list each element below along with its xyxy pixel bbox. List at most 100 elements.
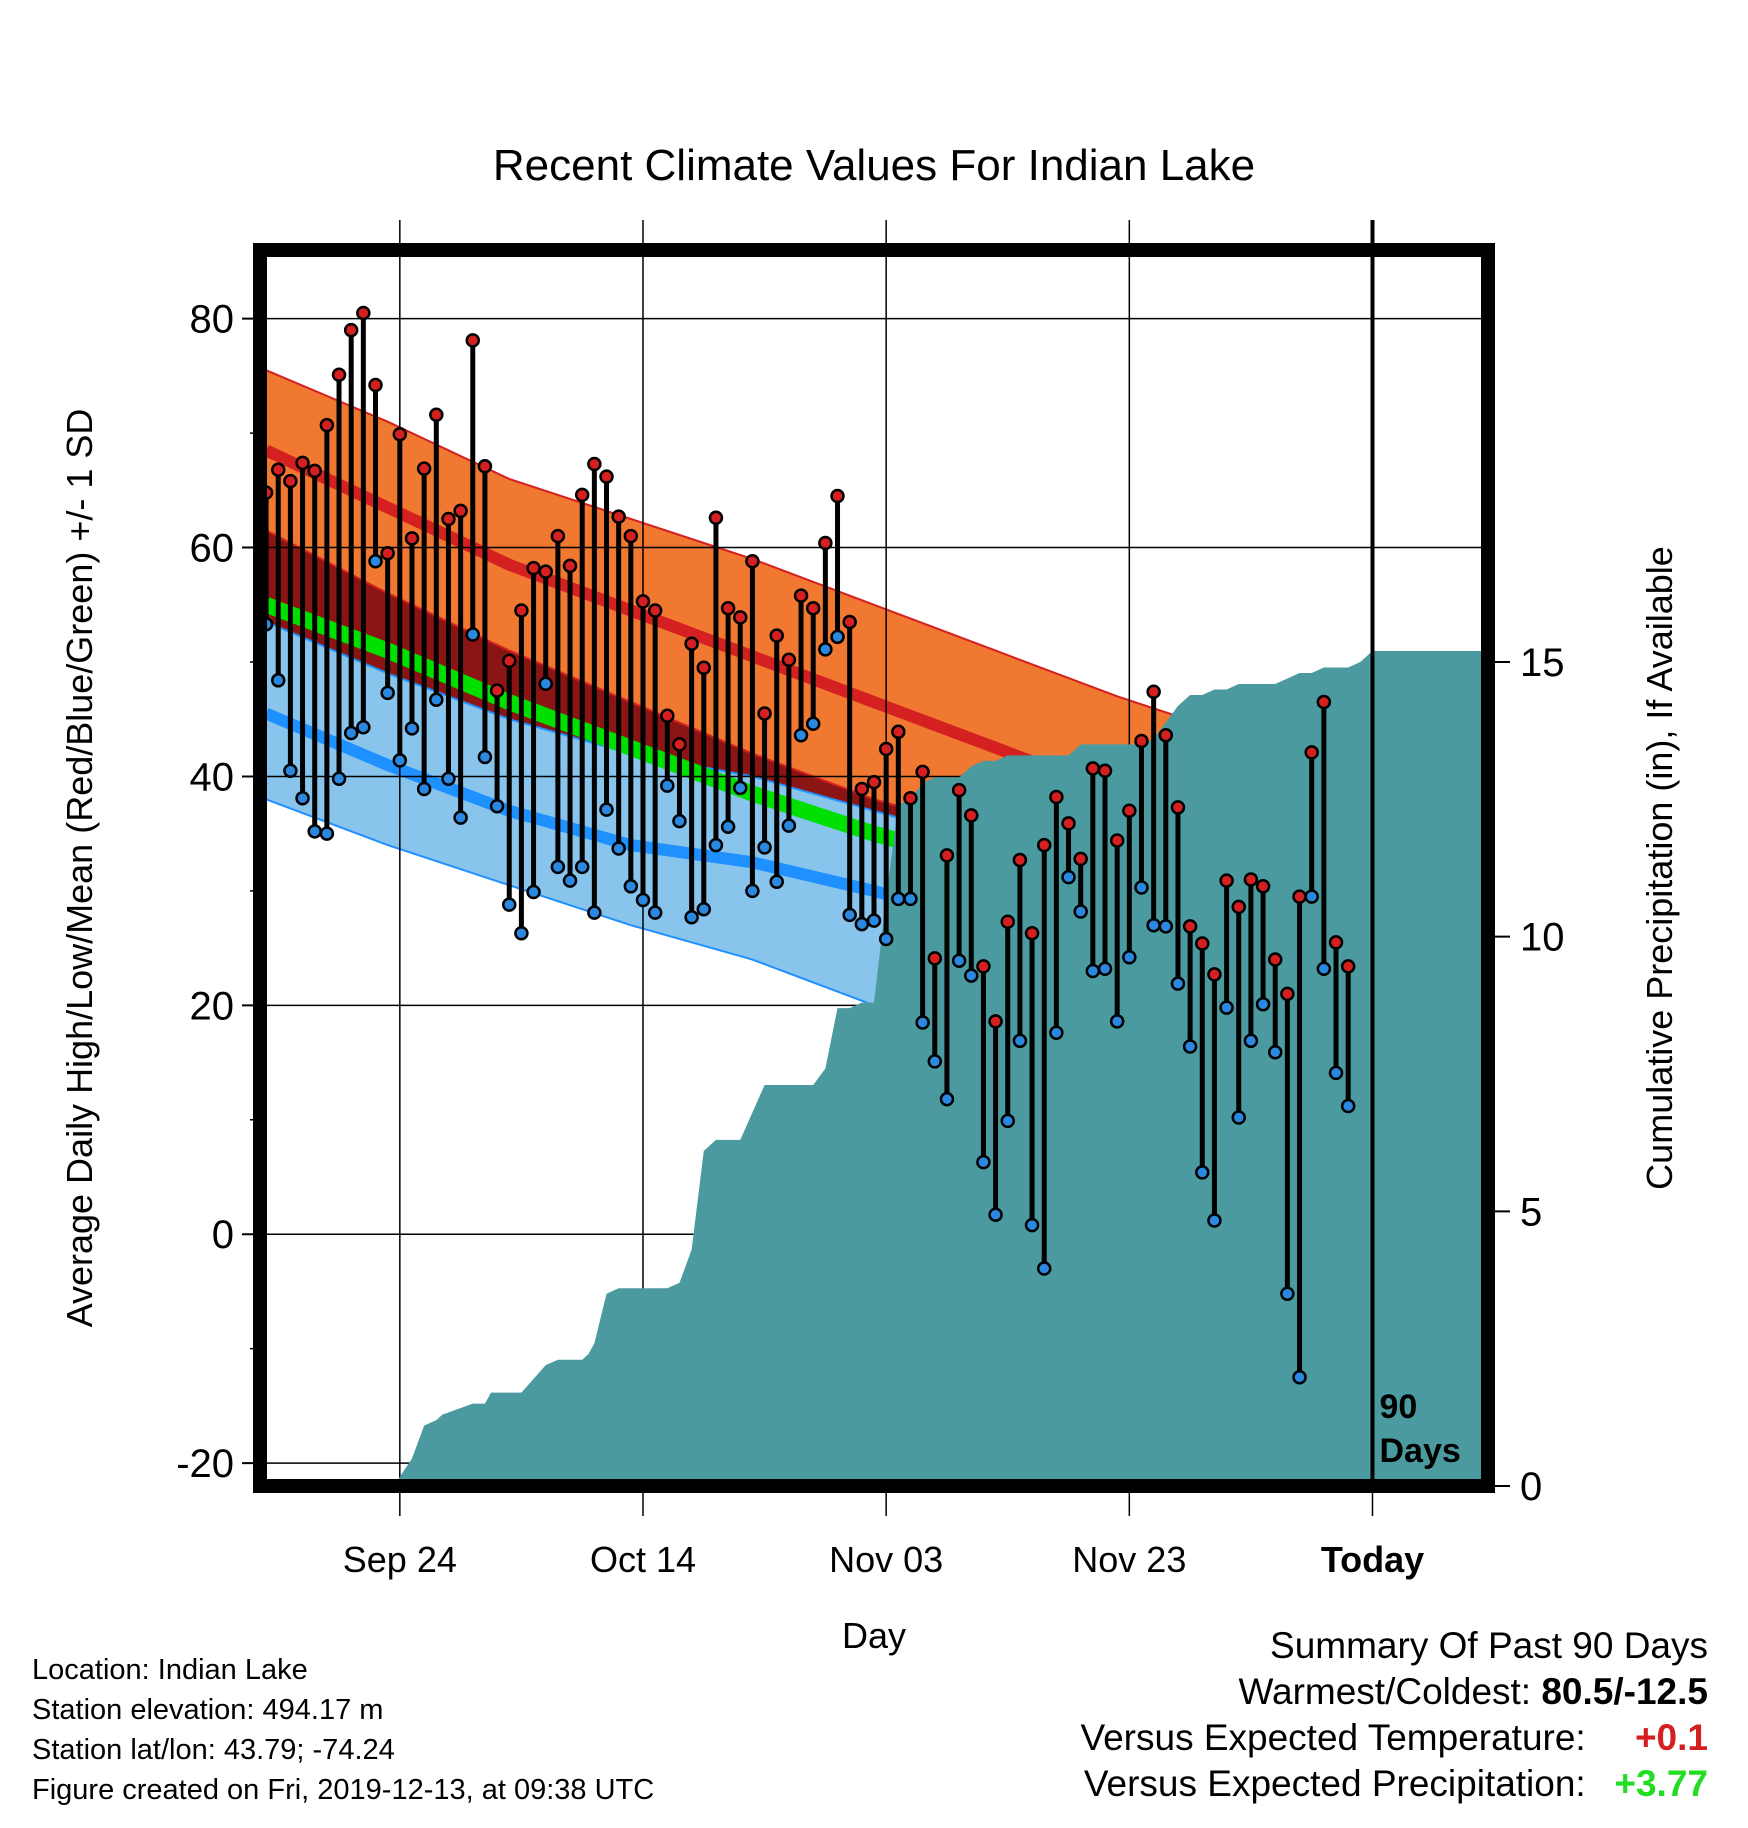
- high-point: [1158, 727, 1174, 743]
- high-point: [708, 510, 724, 526]
- latlon-text: Station lat/lon: 43.79; -74.24: [32, 1734, 395, 1766]
- high-point: [781, 652, 797, 667]
- low-point: [404, 721, 420, 736]
- low-point: [1340, 1098, 1356, 1114]
- low-point: [672, 813, 687, 829]
- precip-value: +3.77: [1614, 1763, 1708, 1804]
- created-text: Figure created on Fri, 2019-12-13, at 09…: [32, 1774, 655, 1806]
- low-point: [745, 883, 760, 899]
- high-point: [1231, 899, 1247, 915]
- low-point: [647, 905, 663, 920]
- high-point: [891, 724, 906, 740]
- high-point: [842, 614, 857, 630]
- low-point: [976, 1154, 991, 1170]
- y2-tick-label: 10: [1520, 916, 1565, 960]
- high-point: [1328, 935, 1344, 950]
- high-point: [453, 503, 468, 519]
- today-label-count: 90: [1379, 1388, 1417, 1426]
- daily-points: [258, 305, 1356, 1385]
- high-point: [1267, 952, 1283, 967]
- precip-label: Versus Expected Precipitation:: [1083, 1763, 1586, 1804]
- high-point: [526, 560, 541, 576]
- high-point: [647, 603, 663, 618]
- high-point: [1170, 800, 1186, 815]
- temp-value: +0.1: [1634, 1717, 1708, 1758]
- low-point: [1316, 961, 1332, 976]
- high-point: [623, 528, 639, 544]
- high-point: [1073, 851, 1088, 867]
- high-point: [489, 683, 505, 698]
- low-point: [587, 905, 602, 920]
- high-point: [1340, 959, 1356, 974]
- low-point: [830, 629, 845, 645]
- low-point: [562, 873, 578, 888]
- elevation-text: Station elevation: 494.17 m: [32, 1694, 384, 1726]
- high-point: [1000, 914, 1015, 930]
- y2-tick-label: 15: [1520, 641, 1565, 685]
- high-point: [501, 653, 517, 669]
- y2-tick-label: 5: [1520, 1190, 1542, 1234]
- high-point: [465, 333, 481, 348]
- low-point: [1134, 880, 1149, 895]
- high-point: [587, 456, 602, 472]
- low-point: [1000, 1113, 1015, 1129]
- low-point: [708, 837, 724, 853]
- precip-fill: [278, 651, 1482, 1486]
- y-tick-label: 80: [190, 298, 235, 342]
- low-point: [307, 824, 322, 839]
- x-axis-label: Day: [842, 1615, 906, 1656]
- high-point: [915, 764, 930, 780]
- low-point: [793, 727, 809, 743]
- high-point: [745, 554, 760, 569]
- x-tick-label: Nov 03: [829, 1539, 943, 1580]
- low-point: [1109, 1014, 1125, 1029]
- low-point: [866, 913, 882, 928]
- high-point: [270, 462, 286, 477]
- summary-heading: Summary Of Past 90 Days: [1270, 1625, 1708, 1666]
- low-point: [1073, 904, 1088, 919]
- high-point: [441, 511, 456, 527]
- low-point: [757, 840, 772, 855]
- high-point: [599, 469, 614, 484]
- high-point: [1122, 803, 1137, 819]
- high-point: [1024, 925, 1040, 941]
- high-point: [1085, 761, 1101, 776]
- x-tick-label: Today: [1321, 1539, 1424, 1580]
- low-point: [878, 931, 894, 947]
- high-point: [283, 473, 298, 489]
- warmest-value: 80.5/-12.5: [1541, 1671, 1708, 1712]
- high-point: [733, 610, 748, 625]
- low-point: [1122, 950, 1137, 965]
- low-point: [1024, 1217, 1040, 1233]
- axes: -20 0 20 40 60 80 0 5 10 15 Sep 24 Oct 14 Nov 03 Nov …: [176, 220, 1565, 1580]
- summary-panel: Summary Of Past 90 Days Warmest/Coldest:…: [1080, 1623, 1708, 1807]
- low-point: [477, 749, 493, 765]
- high-point: [818, 535, 833, 551]
- high-point: [416, 461, 432, 476]
- high-point: [1146, 684, 1161, 700]
- high-point: [696, 660, 712, 675]
- high-point: [611, 509, 626, 524]
- high-point: [757, 706, 772, 721]
- low-point: [429, 692, 444, 708]
- low-point: [538, 676, 553, 691]
- high-point: [939, 848, 955, 863]
- high-point: [927, 951, 943, 966]
- high-point: [635, 594, 651, 609]
- high-point: [866, 774, 882, 790]
- high-point: [343, 322, 359, 338]
- today-marker: 90 Days: [1370, 220, 1461, 1486]
- low-point: [574, 859, 590, 875]
- high-point: [331, 367, 347, 382]
- high-point: [429, 407, 444, 423]
- high-point: [1036, 837, 1052, 853]
- low-point: [1049, 1025, 1064, 1041]
- high-point: [514, 603, 529, 618]
- low-point: [769, 874, 784, 889]
- high-point: [988, 1014, 1003, 1029]
- low-point: [1255, 996, 1271, 1012]
- low-point: [891, 891, 906, 907]
- high-point: [903, 790, 918, 806]
- high-point: [951, 782, 967, 798]
- low-point: [453, 810, 468, 825]
